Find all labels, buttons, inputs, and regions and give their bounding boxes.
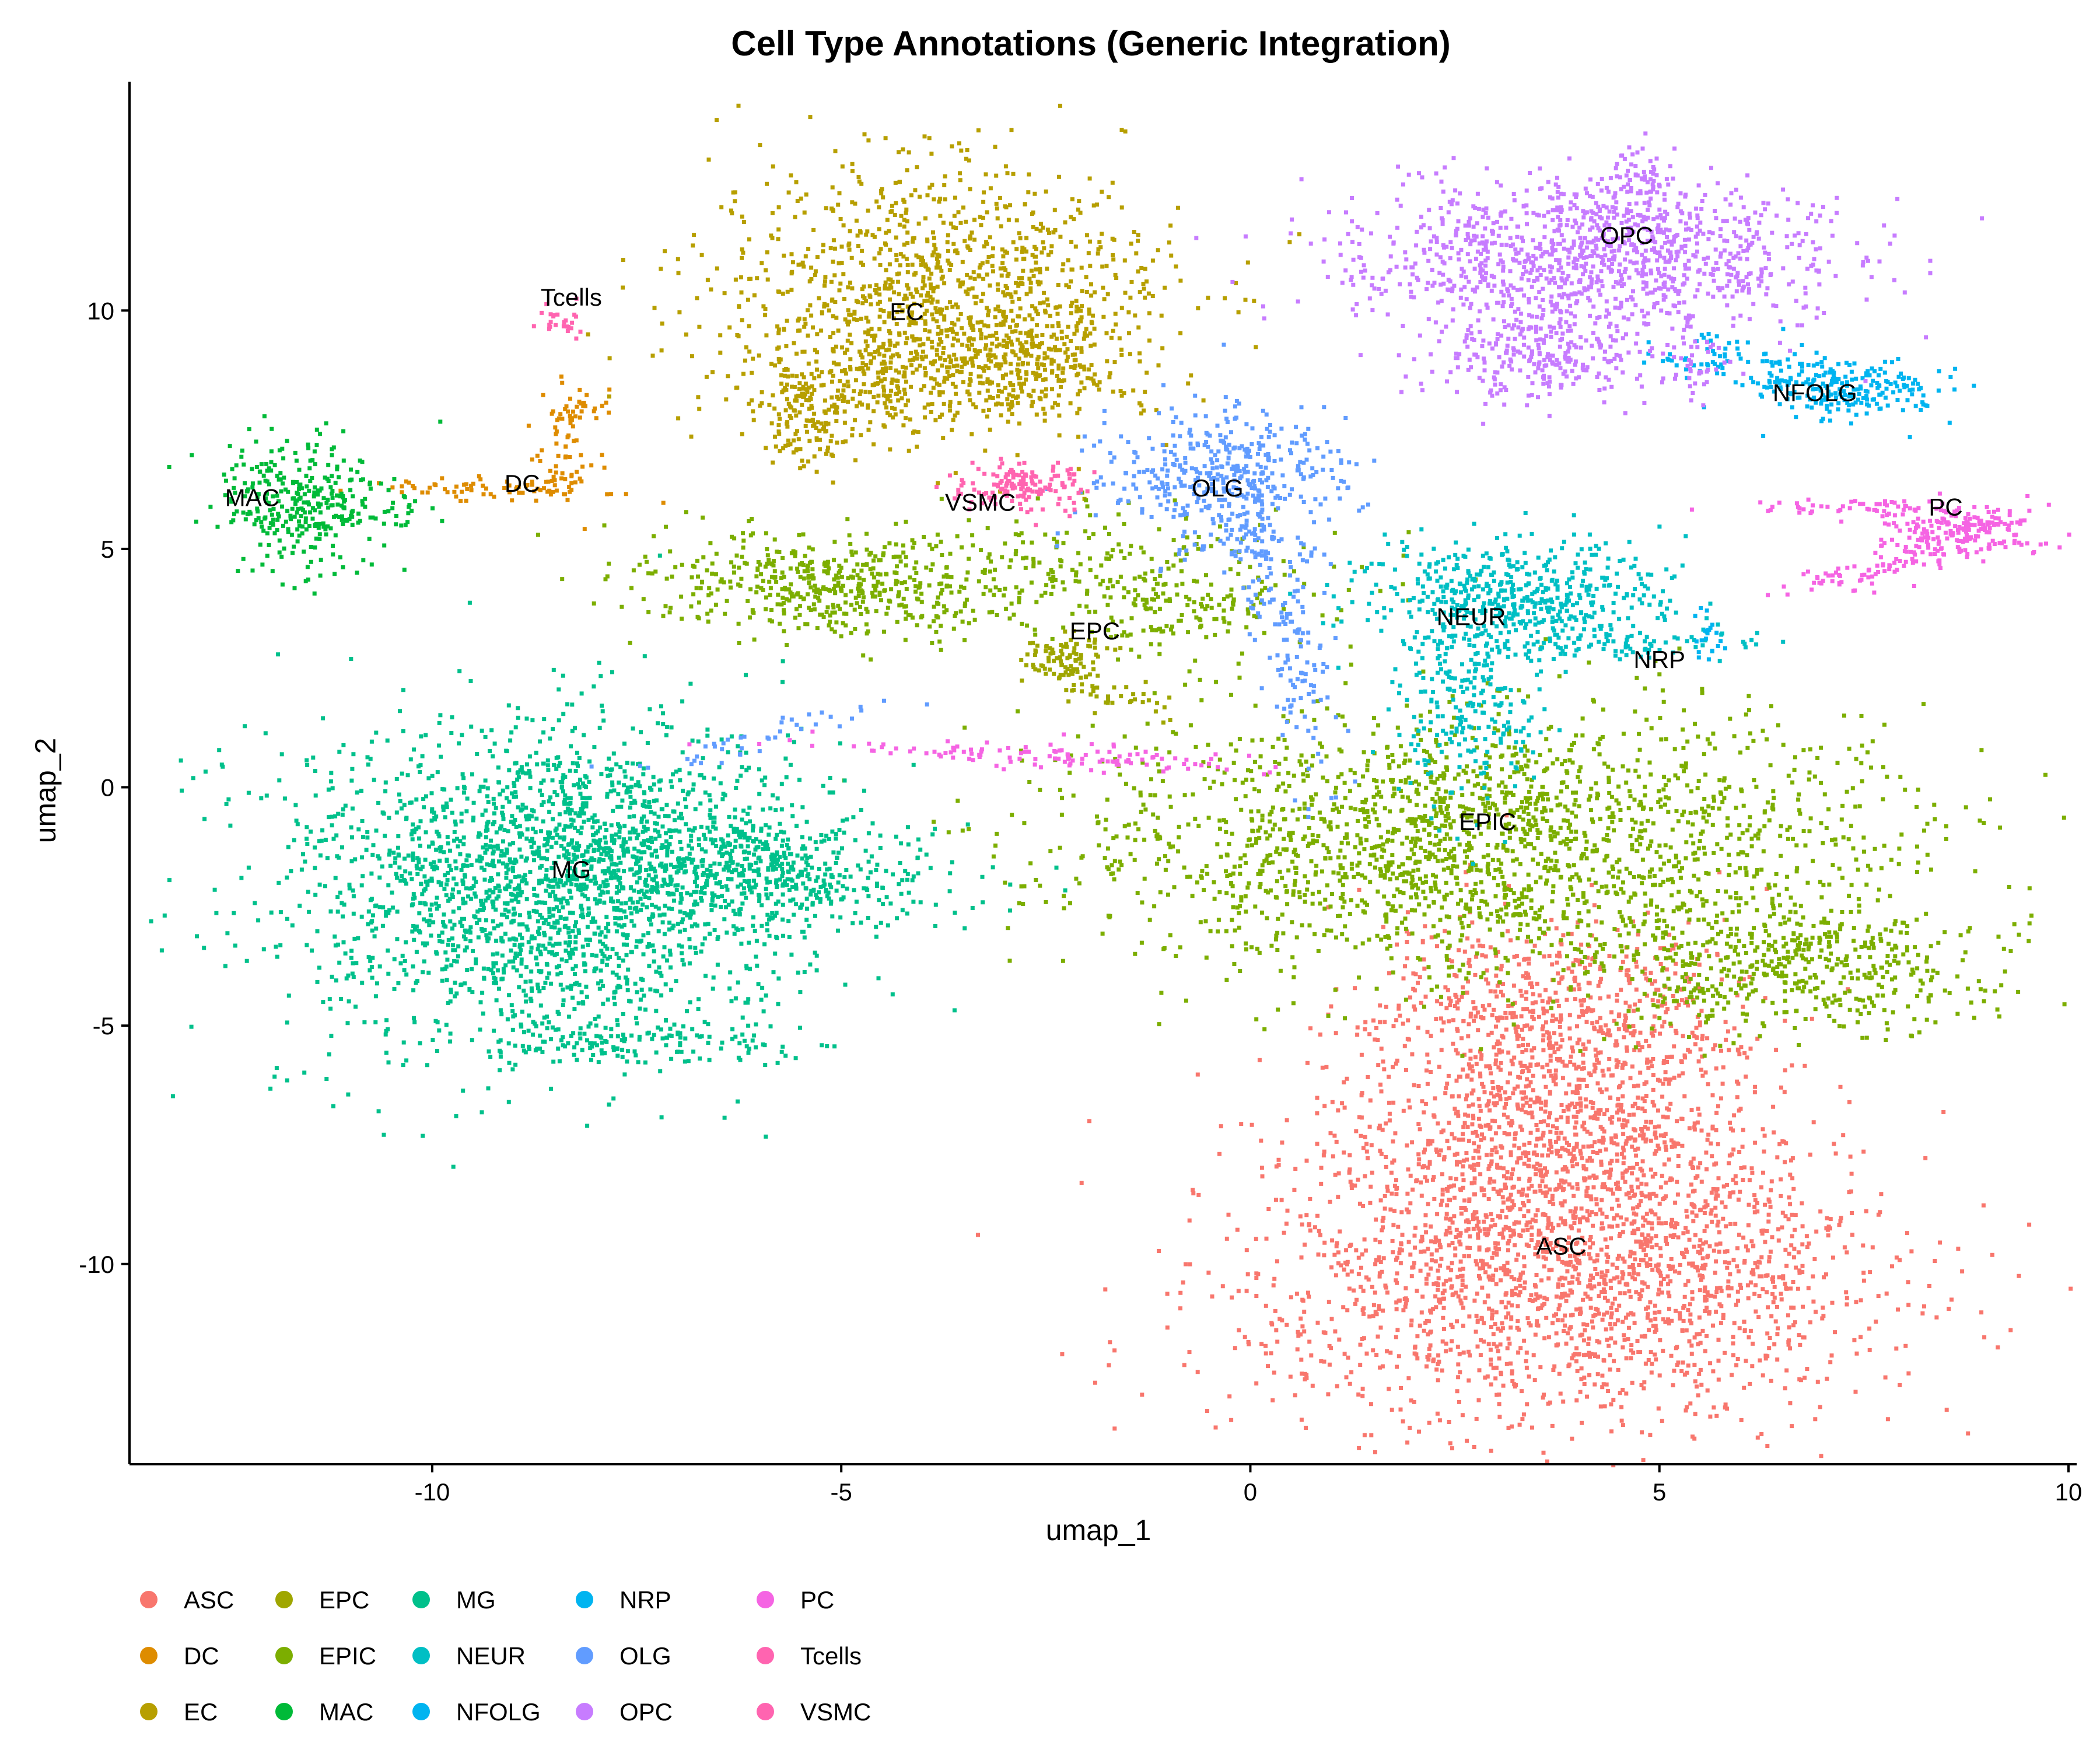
legend-key-mac	[275, 1703, 293, 1720]
y-tick-label: -5	[93, 1012, 114, 1040]
cluster-label-neur: NEUR	[1437, 603, 1506, 631]
cluster-label-ec: EC	[890, 298, 923, 326]
legend-label-epc: EPC	[319, 1586, 369, 1614]
legend-label-epic: EPIC	[319, 1642, 376, 1670]
cluster-label-epic: EPIC	[1459, 808, 1516, 835]
legend-label-asc: ASC	[184, 1586, 234, 1614]
legend-key-nrp	[576, 1591, 593, 1608]
legend-key-opc	[576, 1703, 593, 1720]
cluster-points-nrp	[1693, 606, 1727, 662]
cluster-label-mg: MG	[552, 856, 592, 883]
legend-label-nrp: NRP	[620, 1586, 671, 1614]
legend-label-mac: MAC	[319, 1698, 373, 1726]
x-axis-label: umap_1	[1046, 1514, 1152, 1546]
cluster-label-asc: ASC	[1536, 1232, 1586, 1259]
x-tick-label: -10	[415, 1478, 450, 1506]
points-layer	[149, 103, 2073, 1468]
cluster-label-vsmc: VSMC	[945, 489, 1016, 516]
legend-key-olg	[576, 1647, 593, 1664]
legend-label-ec: EC	[184, 1698, 218, 1726]
legend: ASC DC EC EPC EPIC MAC MG NEUR NFOLG NRP OLG OPC PC T…	[140, 1586, 871, 1726]
cluster-points-tcells	[531, 296, 583, 341]
chart-title: Cell Type Annotations (Generic Integrati…	[731, 24, 1450, 63]
legend-key-mg	[412, 1591, 430, 1608]
x-tick-label: 0	[1244, 1478, 1257, 1506]
x-tick-label: 10	[2055, 1478, 2082, 1506]
cluster-points-nfolg	[1642, 327, 1976, 439]
cluster-label-opc: OPC	[1600, 222, 1653, 249]
cluster-points-epic	[536, 490, 2067, 1058]
cluster-label-tcells: Tcells	[541, 284, 602, 311]
legend-key-pc	[757, 1591, 774, 1608]
cluster-label-mac: MAC	[225, 484, 279, 511]
cluster-label-pc: PC	[1929, 494, 1962, 521]
cluster-label-nfolg: NFOLG	[1773, 379, 1857, 407]
cluster-labels: ASC DC EC EPC EPIC MAC MG NEUR NFOLG NRP OLG OPC PC T…	[225, 222, 1963, 1260]
legend-key-epc	[275, 1591, 293, 1608]
legend-key-neur	[412, 1647, 430, 1664]
cluster-label-epc: EPC	[1070, 617, 1120, 645]
y-axis-label: umap_2	[29, 738, 62, 844]
cluster-points-dc	[338, 375, 666, 531]
legend-label-nfolg: NFOLG	[456, 1698, 541, 1726]
cluster-points-epc	[1019, 629, 1172, 725]
cluster-label-dc: DC	[505, 470, 540, 497]
cluster-points-opc	[1194, 131, 1985, 426]
cluster-label-nrp: NRP	[1633, 646, 1685, 673]
legend-label-tcells: Tcells	[800, 1642, 862, 1670]
legend-key-epic	[275, 1647, 293, 1664]
legend-label-pc: PC	[800, 1586, 834, 1614]
legend-key-asc	[140, 1591, 158, 1608]
legend-key-nfolg	[412, 1703, 430, 1720]
cluster-points-ec	[586, 103, 1301, 501]
legend-key-vsmc	[757, 1703, 774, 1720]
x-tick-label: -5	[831, 1478, 852, 1506]
legend-key-dc	[140, 1647, 158, 1664]
cluster-points-pc	[687, 491, 2071, 776]
cluster-label-olg: OLG	[1192, 474, 1244, 502]
legend-key-tcells	[757, 1647, 774, 1664]
y-tick-label: 0	[101, 774, 114, 802]
cluster-points-vsmc	[935, 456, 1097, 527]
cluster-points-neur	[1288, 511, 1786, 866]
y-tick-label: 10	[87, 297, 114, 324]
x-tick-label: 5	[1653, 1478, 1666, 1506]
legend-label-olg: OLG	[620, 1642, 671, 1670]
legend-label-opc: OPC	[620, 1698, 673, 1726]
legend-label-neur: NEUR	[456, 1642, 526, 1670]
legend-label-mg: MG	[456, 1586, 496, 1614]
legend-label-vsmc: VSMC	[800, 1698, 871, 1726]
legend-key-ec	[140, 1703, 158, 1720]
legend-label-dc: DC	[184, 1642, 219, 1670]
y-tick-label: -10	[79, 1251, 114, 1278]
axes: -10 -5 0 5 10 -10 -5 0 5 10	[79, 82, 2082, 1506]
cluster-points-mg	[149, 553, 1068, 1169]
cluster-points-mac	[167, 414, 444, 596]
y-tick-label: 5	[101, 536, 114, 563]
